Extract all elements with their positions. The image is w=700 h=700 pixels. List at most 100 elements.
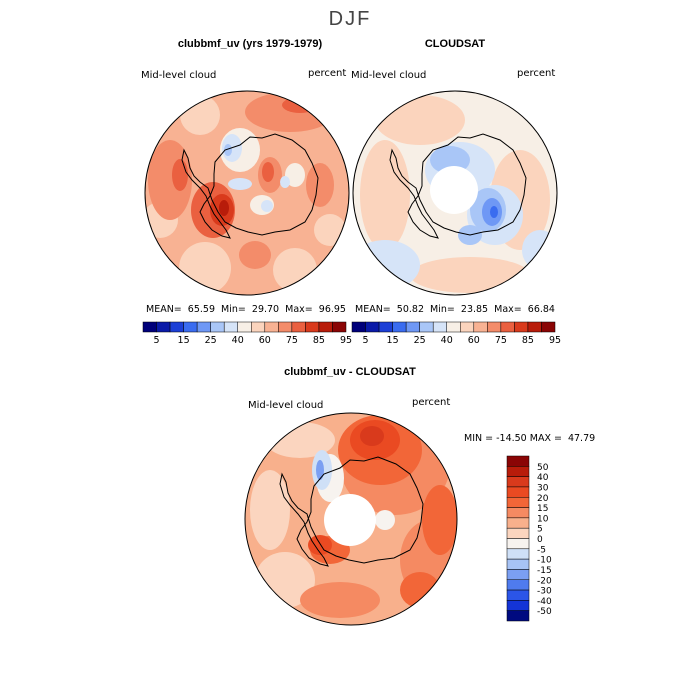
colorbar-tick-label: 95 bbox=[549, 335, 561, 346]
colorbar-swatch bbox=[196, 321, 211, 333]
left-map-border bbox=[144, 90, 350, 296]
right-map bbox=[353, 91, 557, 295]
colorbar-swatch bbox=[351, 321, 366, 333]
colorbar-swatch bbox=[527, 321, 542, 333]
colorbar-tick-label: 30 bbox=[537, 483, 549, 493]
colorbar-swatch bbox=[156, 321, 171, 333]
colorbar-swatch bbox=[506, 589, 530, 601]
diff-panel-title: clubbmf_uv - CLOUDSAT bbox=[284, 366, 416, 378]
left-stats: MEAN= 65.59 Min= 29.70 Max= 96.95 bbox=[146, 304, 346, 315]
colorbar-swatch bbox=[305, 321, 320, 333]
figure-title: DJF bbox=[328, 8, 372, 30]
colorbar-tick-label: -40 bbox=[537, 597, 552, 607]
colorbar-swatch bbox=[460, 321, 475, 333]
colorbar-tick-label: -50 bbox=[537, 607, 552, 617]
colorbar-tick-label: 40 bbox=[441, 335, 453, 346]
colorbar-tick-label: 5 bbox=[363, 335, 369, 346]
colorbar-swatch bbox=[473, 321, 488, 333]
colorbar-tick-label: 25 bbox=[414, 335, 426, 346]
colorbar-tick-label: 25 bbox=[205, 335, 217, 346]
colorbar-swatch bbox=[506, 579, 530, 591]
colorbar-swatch bbox=[541, 321, 556, 333]
diff-variable-label: Mid-level cloud bbox=[248, 400, 324, 411]
diff-map bbox=[245, 413, 457, 625]
colorbar-swatch bbox=[223, 321, 238, 333]
diff-coastline bbox=[279, 456, 424, 567]
colorbar-tick-label: -5 bbox=[537, 545, 546, 555]
colorbar-tick-label: 85 bbox=[522, 335, 534, 346]
left-panel-title: clubbmf_uv (yrs 1979-1979) bbox=[177, 38, 323, 50]
right-coastline bbox=[389, 133, 527, 239]
colorbar-swatch bbox=[506, 517, 530, 529]
colorbar-tick-label: 15 bbox=[387, 335, 399, 346]
colorbar-swatch bbox=[506, 558, 530, 570]
colorbar-tick-label: 40 bbox=[537, 473, 549, 483]
colorbar-tick-label: 5 bbox=[537, 525, 543, 535]
colorbar-swatch bbox=[506, 486, 530, 498]
colorbar-swatch bbox=[264, 321, 279, 333]
colorbar-swatch bbox=[318, 321, 333, 333]
diff-stats: MIN = -14.50 MAX = 47.79 bbox=[464, 433, 596, 444]
colorbar-swatch bbox=[446, 321, 461, 333]
colorbar-tick-label: 20 bbox=[537, 494, 549, 504]
colorbar-swatch bbox=[506, 600, 530, 611]
left-units-label: percent bbox=[308, 68, 347, 79]
colorbar-tick-label: 40 bbox=[232, 335, 244, 346]
left-variable-label: Mid-level cloud bbox=[141, 70, 217, 81]
colorbar-swatch bbox=[506, 507, 530, 519]
colorbar-swatch bbox=[432, 321, 447, 333]
colorbar-swatch bbox=[278, 321, 293, 333]
colorbar-tick-label: 5 bbox=[154, 335, 160, 346]
colorbar-swatch bbox=[365, 321, 380, 333]
left-coastline bbox=[181, 133, 319, 239]
colorbar-tick-label: 85 bbox=[313, 335, 325, 346]
colorbar-swatch bbox=[506, 610, 530, 622]
colorbar-swatch bbox=[210, 321, 225, 333]
right-variable-label: Mid-level cloud bbox=[351, 70, 427, 81]
colorbar-tick-label: 75 bbox=[495, 335, 507, 346]
colorbar-swatch bbox=[506, 455, 530, 467]
colorbar-swatch bbox=[487, 321, 502, 333]
colorbar-tick-label: 60 bbox=[468, 335, 480, 346]
diff-map-border bbox=[244, 412, 458, 626]
colorbar-tick-label: -15 bbox=[537, 566, 552, 576]
left-map bbox=[145, 91, 349, 295]
colorbar-swatch bbox=[291, 321, 306, 333]
colorbar-swatch bbox=[332, 321, 347, 333]
diff-units-label: percent bbox=[412, 397, 451, 408]
colorbar-swatch bbox=[506, 497, 530, 508]
colorbar-tick-label: 60 bbox=[259, 335, 271, 346]
colorbar-tick-label: -10 bbox=[537, 556, 552, 566]
colorbar-tick-label: 10 bbox=[537, 514, 549, 524]
colorbar-right: 5 15 25 40 60 75 85 95 bbox=[351, 321, 561, 346]
colorbar-swatch bbox=[506, 569, 530, 580]
right-map-border bbox=[352, 90, 558, 296]
colorbar-swatch bbox=[506, 548, 530, 560]
colorbar-swatch bbox=[506, 476, 530, 488]
colorbar-tick-label: 15 bbox=[178, 335, 190, 346]
colorbar-swatch bbox=[514, 321, 529, 333]
colorbar-tick-label: 50 bbox=[537, 463, 549, 473]
colorbar-swatch bbox=[142, 321, 157, 333]
colorbar-swatch bbox=[392, 321, 407, 333]
right-units-label: percent bbox=[517, 68, 556, 79]
colorbar-tick-label: 15 bbox=[537, 504, 548, 514]
colorbar-tick-label: 75 bbox=[286, 335, 298, 346]
colorbar-swatch bbox=[506, 538, 530, 550]
right-stats: MEAN= 50.82 Min= 23.85 Max= 66.84 bbox=[355, 304, 555, 315]
colorbar-swatch bbox=[405, 321, 420, 333]
colorbar-tick-label: 0 bbox=[537, 535, 543, 545]
colorbar-tick-label: -20 bbox=[537, 576, 552, 586]
colorbar-tick-label: -30 bbox=[537, 587, 552, 597]
colorbar-swatch bbox=[506, 466, 530, 477]
colorbar-swatch bbox=[419, 321, 434, 333]
colorbar-swatch bbox=[506, 527, 530, 539]
colorbar-swatch bbox=[237, 321, 252, 333]
colorbar-swatch bbox=[251, 321, 266, 333]
colorbar-left: 5 15 25 40 60 75 85 95 bbox=[142, 321, 352, 346]
colorbar-swatch bbox=[183, 321, 198, 333]
colorbar-swatch bbox=[378, 321, 393, 333]
colorbar-swatch bbox=[500, 321, 515, 333]
